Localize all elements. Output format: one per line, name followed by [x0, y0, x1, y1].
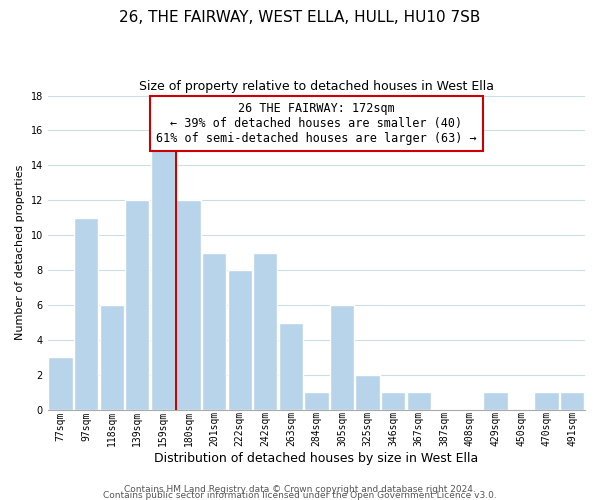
Text: 26, THE FAIRWAY, WEST ELLA, HULL, HU10 7SB: 26, THE FAIRWAY, WEST ELLA, HULL, HU10 7… [119, 10, 481, 25]
Bar [407, 392, 431, 410]
Bar [49, 358, 73, 410]
Bar [381, 392, 405, 410]
Bar [253, 252, 277, 410]
Bar [484, 392, 508, 410]
Bar [278, 322, 303, 410]
Bar [74, 218, 98, 410]
Text: Contains HM Land Registry data © Crown copyright and database right 2024.: Contains HM Land Registry data © Crown c… [124, 484, 476, 494]
Bar [176, 200, 200, 410]
Bar [355, 375, 380, 410]
Bar [151, 148, 175, 410]
Text: 26 THE FAIRWAY: 172sqm
← 39% of detached houses are smaller (40)
61% of semi-det: 26 THE FAIRWAY: 172sqm ← 39% of detached… [156, 102, 477, 145]
X-axis label: Distribution of detached houses by size in West Ella: Distribution of detached houses by size … [154, 452, 479, 465]
Bar [125, 200, 149, 410]
Bar [304, 392, 329, 410]
Bar [227, 270, 252, 410]
Bar [560, 392, 584, 410]
Bar [535, 392, 559, 410]
Y-axis label: Number of detached properties: Number of detached properties [15, 165, 25, 340]
Bar [100, 305, 124, 410]
Bar [202, 252, 226, 410]
Text: Contains public sector information licensed under the Open Government Licence v3: Contains public sector information licen… [103, 490, 497, 500]
Bar [330, 305, 354, 410]
Title: Size of property relative to detached houses in West Ella: Size of property relative to detached ho… [139, 80, 494, 93]
